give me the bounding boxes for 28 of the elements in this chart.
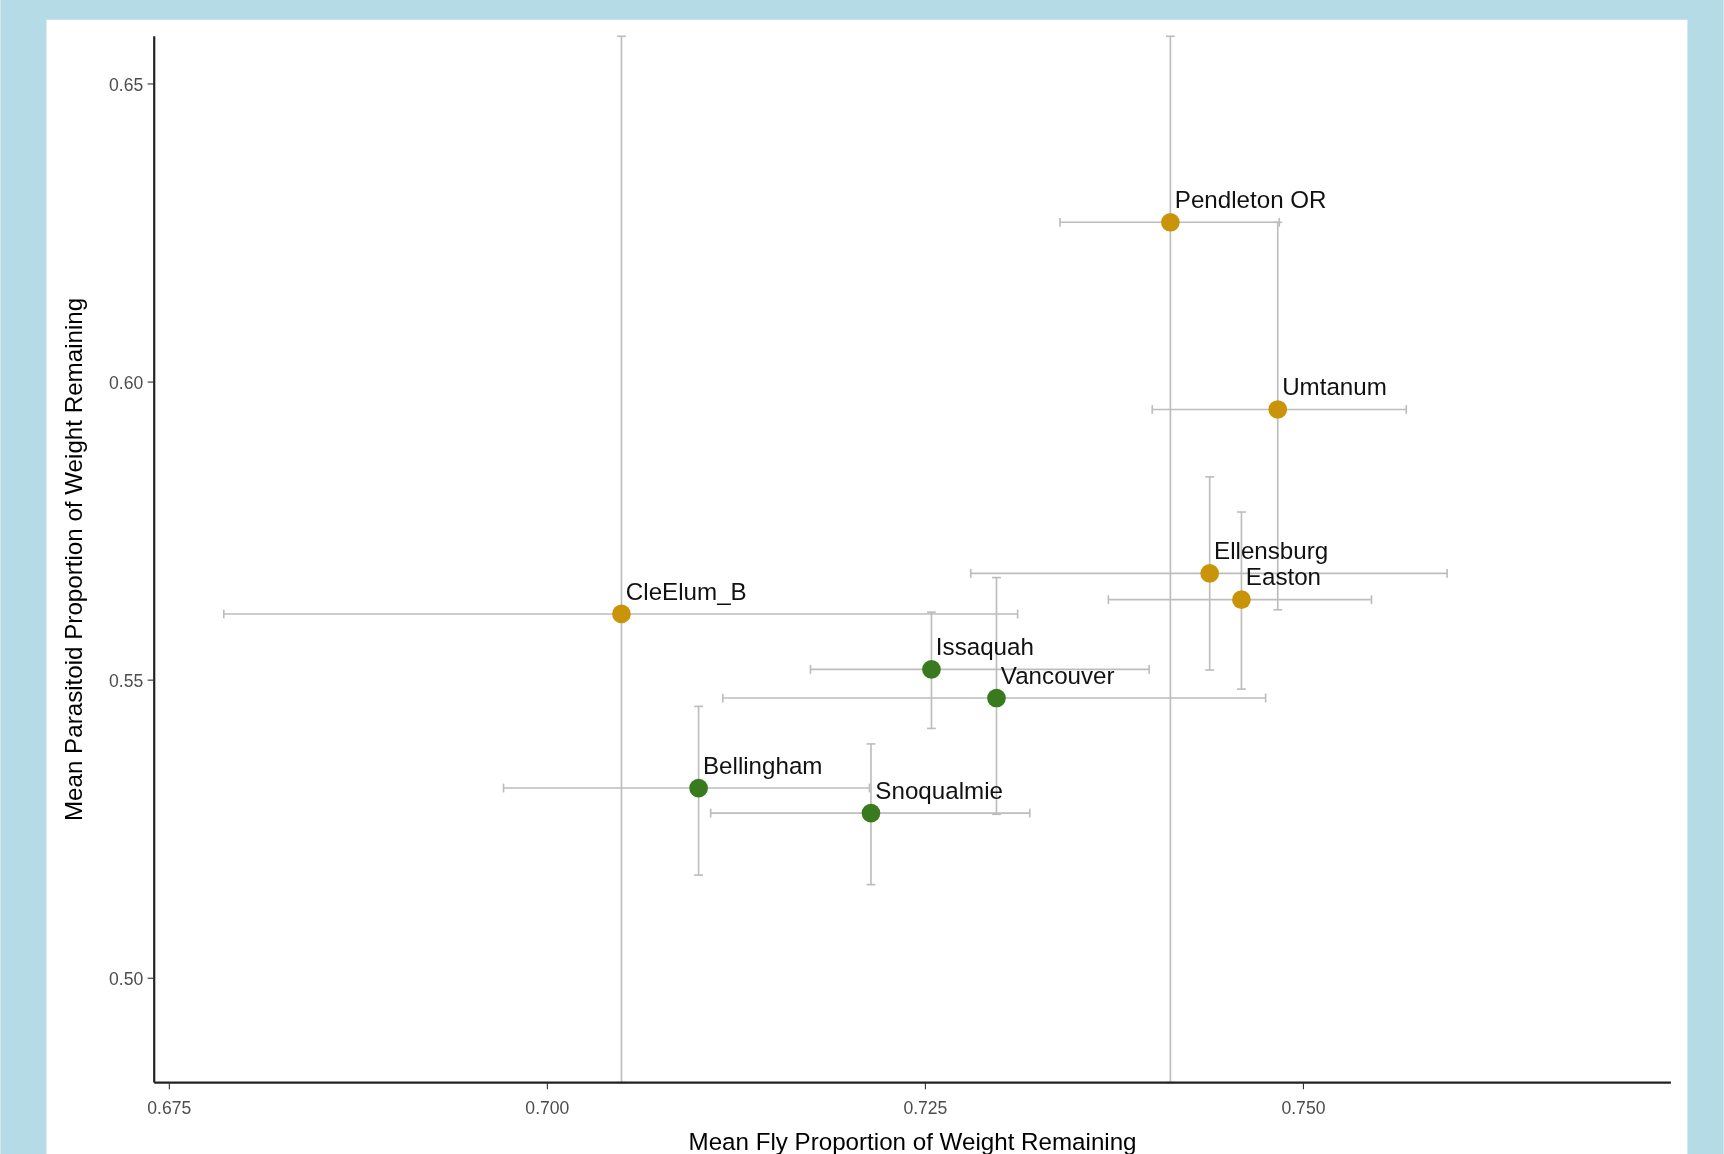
point [689, 778, 708, 798]
point [1161, 212, 1180, 232]
annotation: Umtanum [1282, 373, 1387, 401]
annotation: Pendleton OR [1174, 185, 1327, 213]
x-tick-label: 0.725 [903, 1098, 948, 1119]
point [1200, 564, 1220, 583]
x-tick-label: 0.700 [525, 1098, 570, 1119]
y-tick-label: 0.55 [109, 670, 144, 691]
annotation: CleElum_B [625, 577, 747, 605]
point [922, 660, 941, 679]
annotation: Ellensburg [1214, 537, 1329, 565]
annotation: Bellingham [702, 751, 823, 779]
x-axis-title: Mean Fly Proportion of Weight Remaining [688, 1127, 1137, 1154]
annotation: Vancouver [1000, 661, 1115, 689]
point [1268, 400, 1288, 419]
point [612, 604, 631, 624]
x-tick-label: 0.675 [147, 1098, 192, 1119]
point [987, 688, 1006, 708]
annotation: Snoqualmie [875, 776, 1003, 804]
point [1232, 590, 1251, 609]
point [861, 803, 881, 823]
y-axis-title: Mean Parasitoid Proportion of Weight Remaining [59, 297, 87, 822]
y-tick-label: 0.65 [109, 74, 144, 95]
y-tick-label: 0.60 [109, 372, 144, 393]
annotation: Easton [1245, 563, 1322, 591]
x-tick-label: 0.750 [1281, 1098, 1326, 1119]
y-tick-label: 0.50 [109, 968, 144, 989]
annotation: Issaquah [935, 633, 1034, 661]
